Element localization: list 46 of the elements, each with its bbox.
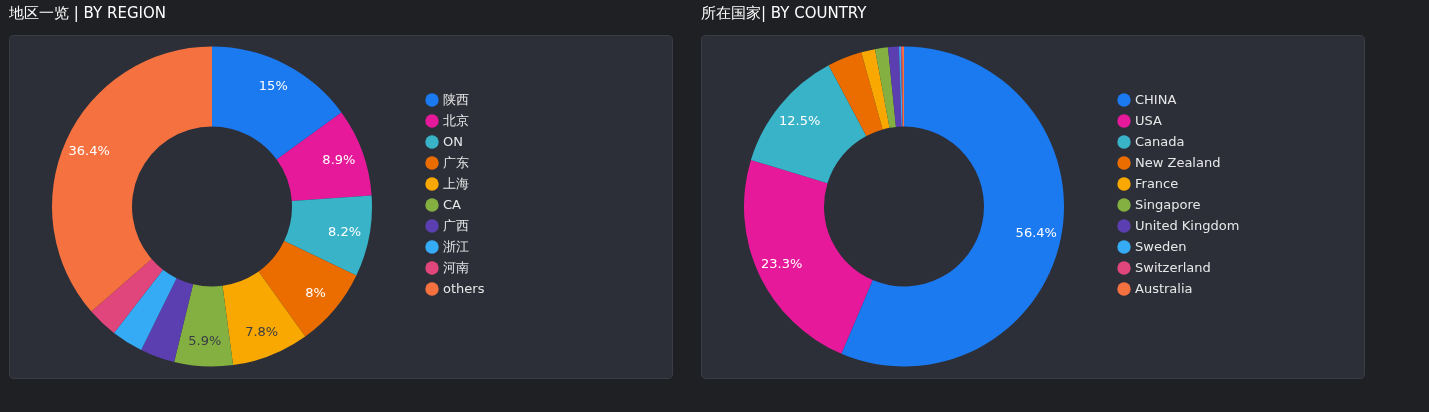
legend-label: United Kingdom — [1135, 218, 1240, 233]
legend-label: 上海 — [443, 176, 469, 191]
donut-slice — [284, 195, 372, 276]
data-label: 23.3% — [761, 255, 803, 271]
chart-title: 地区一览 | BY REGION — [8, 4, 166, 22]
legend-label: 浙江 — [443, 239, 469, 254]
donut-slice — [744, 159, 873, 354]
donut-slice — [887, 46, 902, 127]
legend-label: Sweden — [1135, 239, 1187, 254]
legend-label: ON — [443, 134, 463, 149]
legend-label: others — [443, 281, 485, 296]
donut-slice — [875, 47, 896, 128]
donut-slice — [841, 46, 1064, 367]
legend-label: CA — [443, 197, 462, 212]
legend-label: 陕西 — [443, 92, 469, 107]
data-label: 12.5% — [779, 112, 821, 128]
legend-label: Singapore — [1135, 197, 1201, 212]
legend-label: Switzerland — [1135, 260, 1211, 275]
donut-slice — [276, 112, 372, 201]
legend-label: Australia — [1135, 281, 1193, 296]
donut-slice — [861, 49, 890, 130]
chart-title: 所在国家| BY COUNTRY — [701, 4, 868, 22]
legend-label: 广西 — [443, 218, 469, 233]
legend-label: USA — [1135, 113, 1163, 128]
donut-slice — [91, 259, 163, 333]
data-label: 8.2% — [328, 223, 362, 239]
data-label: 7.8% — [245, 324, 279, 340]
data-label: 56.4% — [1015, 225, 1057, 241]
donut-slice — [52, 46, 212, 312]
legend-label: 广东 — [443, 155, 469, 170]
legend-label: Canada — [1135, 134, 1185, 149]
donut-slice — [750, 65, 867, 184]
donut-slice — [174, 284, 234, 367]
legend-label: France — [1135, 176, 1179, 191]
data-label: 8% — [305, 285, 326, 301]
data-label: 36.4% — [68, 142, 110, 158]
donut-slice — [222, 271, 306, 366]
data-label: 15% — [258, 78, 288, 94]
legend-label: 北京 — [443, 113, 469, 128]
legend-label: CHINA — [1135, 92, 1177, 107]
data-label: 8.9% — [322, 152, 356, 168]
donut-slice — [113, 269, 177, 350]
legend-label: 河南 — [443, 260, 469, 275]
data-label: 5.9% — [188, 333, 222, 349]
donut-slice — [828, 52, 883, 136]
legend-label: New Zealand — [1135, 155, 1221, 170]
